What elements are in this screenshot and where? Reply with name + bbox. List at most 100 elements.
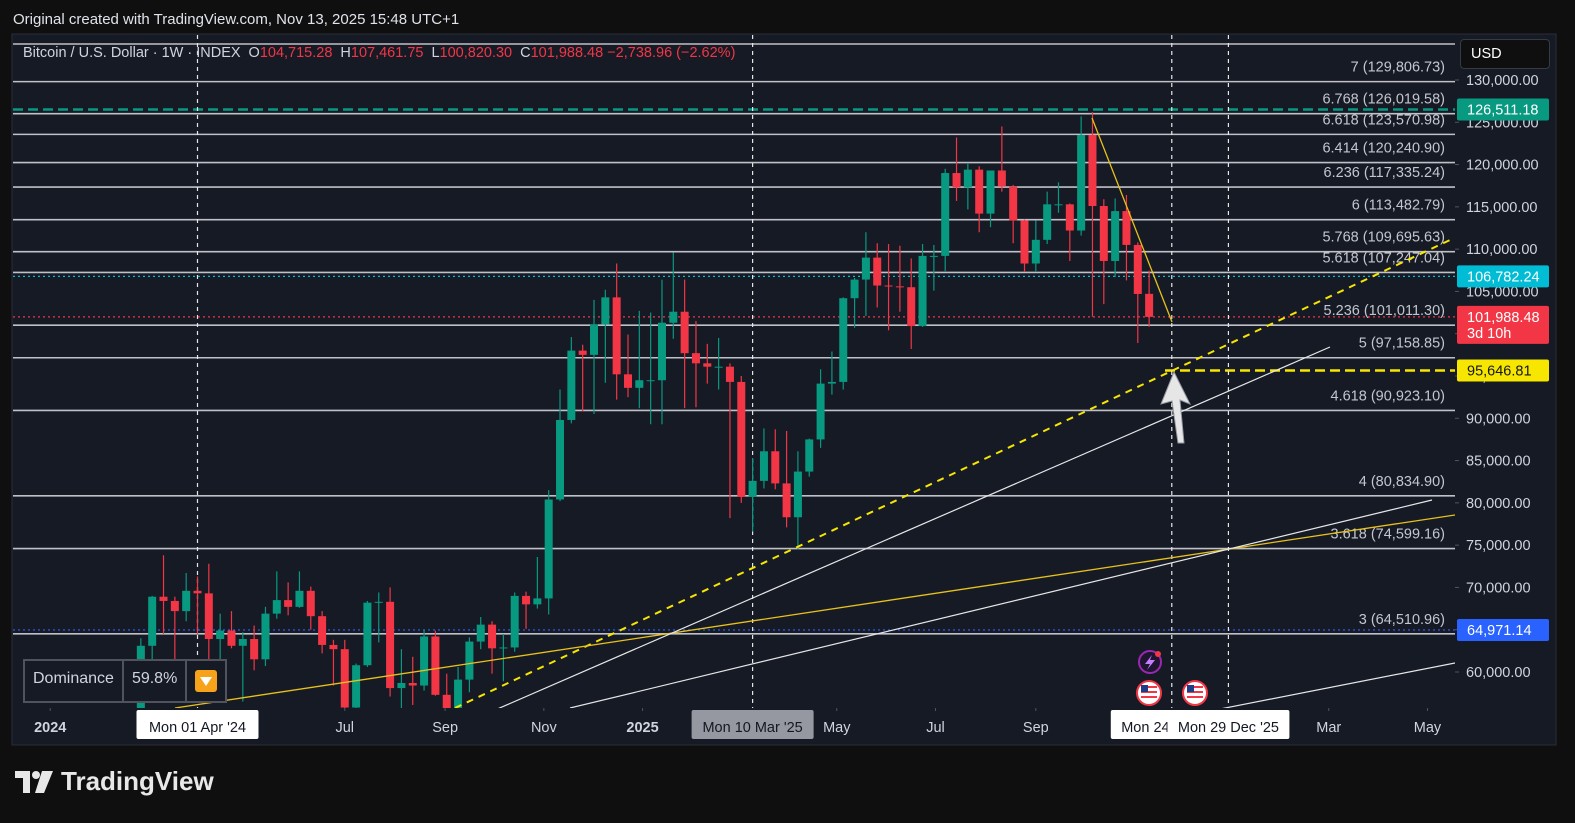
price-label-box — [1457, 359, 1549, 382]
indicator-icon[interactable] — [187, 661, 225, 701]
candle-body — [1111, 211, 1120, 261]
event-dot — [1155, 651, 1161, 657]
price-label: 95,646.81 — [1467, 364, 1532, 380]
indicator-value: 59.8% — [124, 661, 188, 701]
ohlc-value: 100,820.30 — [439, 45, 513, 61]
candle-body — [703, 363, 712, 367]
candle-body — [533, 598, 542, 605]
fib-label: 6.414 (120,240.90) — [1322, 141, 1445, 157]
candle-body — [352, 665, 361, 708]
candle-body — [907, 287, 916, 327]
x-tick-label: Sep — [1023, 720, 1049, 736]
ohlc-values: O104,715.28 H107,461.75 L100,820.30 C101,98… — [241, 45, 604, 61]
candle-body — [759, 451, 768, 481]
x-tick-label: May — [823, 720, 851, 736]
candle-body — [816, 383, 825, 440]
x-tick-label: Jul — [335, 720, 354, 736]
y-tick-label: 130,000.00 — [1466, 73, 1539, 89]
candle-body — [1077, 134, 1086, 231]
y-tick-label: 85,000.00 — [1466, 454, 1531, 470]
trend-line — [1091, 117, 1173, 323]
candle-body — [499, 647, 508, 649]
crosshair-label-box — [136, 710, 259, 739]
candle-body — [657, 322, 666, 381]
candle-body — [1145, 293, 1154, 317]
event-flag[interactable] — [1182, 680, 1208, 706]
price-label-box — [1457, 98, 1549, 121]
candle-body — [306, 590, 315, 617]
candle-body — [793, 471, 802, 518]
fib-label: 4 (80,834.90) — [1359, 474, 1445, 490]
candle-body — [691, 353, 700, 364]
drawings — [174, 117, 1455, 708]
ohlc-key: C — [520, 45, 531, 61]
candle-body — [646, 380, 655, 382]
candle-body — [148, 596, 157, 646]
candle-body — [929, 255, 938, 257]
currency-button[interactable]: USD — [1460, 39, 1550, 69]
candle-body — [986, 170, 995, 214]
indicator-name: Dominance — [25, 661, 124, 701]
candle-body — [476, 624, 485, 642]
candle-body — [997, 170, 1006, 187]
crosshair-label-box — [691, 710, 814, 739]
candle-body — [782, 483, 791, 518]
logo-icon — [15, 770, 53, 793]
candle-body — [884, 285, 893, 287]
price-label-box — [1457, 265, 1549, 288]
x-tick-label: 2024 — [34, 720, 66, 736]
candle-body — [374, 601, 383, 603]
candle-body — [918, 255, 927, 327]
logo-text: TradingView — [61, 766, 214, 796]
candle-body — [1088, 134, 1097, 207]
fib-label: 6.618 (123,570.98) — [1322, 112, 1445, 128]
candle-body — [805, 439, 814, 472]
candle-body — [737, 381, 746, 497]
ohlc-key: L — [431, 45, 440, 61]
event-flag[interactable] — [1136, 680, 1162, 706]
candle-body — [975, 169, 984, 214]
candle-body — [1043, 204, 1052, 240]
x-tick-label: 2025 — [626, 720, 658, 736]
x-tick-label: Nov — [531, 720, 558, 736]
candle-body — [873, 257, 882, 286]
y-tick-label: 120,000.00 — [1466, 158, 1539, 174]
candle-body — [556, 419, 565, 500]
candle-body — [578, 350, 587, 355]
crosshair-label: Mon 01 Apr '24 — [149, 720, 246, 736]
ohlc-value: 107,461.75 — [350, 45, 424, 61]
candle-body — [771, 451, 780, 484]
candle-body — [318, 616, 327, 645]
candle-body — [454, 679, 463, 708]
ohlc-legend: Bitcoin / U.S. Dollar · 1W · INDEX O104,7… — [23, 45, 735, 61]
candle-body — [488, 624, 497, 649]
fib-label: 6 (113,482.79) — [1352, 198, 1445, 214]
candle-body — [861, 257, 870, 280]
candle-body — [522, 595, 531, 605]
crosshair-label-box — [1167, 710, 1290, 739]
candle-body — [465, 641, 474, 680]
candle-body — [748, 480, 757, 497]
fib-label: 5.768 (109,695.63) — [1322, 230, 1445, 246]
y-tick-label: 70,000.00 — [1466, 580, 1531, 596]
candle-body — [590, 324, 599, 355]
candle-body — [895, 286, 904, 288]
y-tick-label: 115,000.00 — [1466, 200, 1538, 216]
candle-body — [295, 590, 304, 607]
candle-body — [170, 600, 179, 612]
candle-body — [284, 600, 293, 607]
candle-body — [363, 602, 372, 666]
candle-body — [227, 630, 236, 646]
trend-line — [569, 499, 1433, 708]
y-tick-label: 110,000.00 — [1466, 242, 1538, 258]
candle-body — [952, 173, 961, 188]
candle-body — [1122, 211, 1131, 245]
candle-body — [669, 311, 678, 323]
candle-body — [329, 644, 338, 650]
ohlc-key: H — [340, 45, 351, 61]
symbol-title: Bitcoin / U.S. Dollar · 1W · INDEX — [23, 45, 241, 61]
candle-body — [420, 636, 429, 686]
candle-body — [216, 630, 225, 640]
indicator-widget[interactable]: Dominance 59.8% — [23, 659, 228, 703]
fib-label: 6.768 (126,019.58) — [1322, 92, 1445, 108]
